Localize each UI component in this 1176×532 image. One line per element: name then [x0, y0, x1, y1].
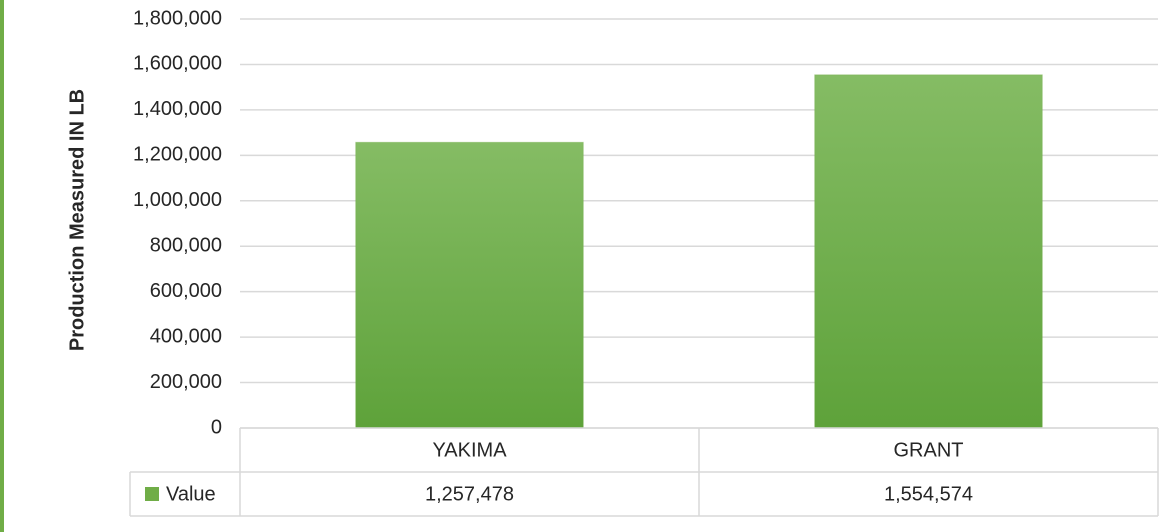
x-tick-label: GRANT [894, 439, 964, 461]
bar [814, 74, 1043, 429]
y-tick-label: 1,000,000 [133, 189, 222, 211]
x-tick-label: YAKIMA [432, 439, 507, 461]
y-tick-label: 1,400,000 [133, 98, 222, 120]
y-tick-label: 1,200,000 [133, 144, 222, 166]
legend-label: Value [166, 483, 216, 505]
y-tick-label: 1,600,000 [133, 53, 222, 75]
y-tick-label: 200,000 [150, 371, 222, 393]
y-tick-label: 1,800,000 [133, 7, 222, 29]
y-tick-label: 400,000 [150, 325, 222, 347]
y-axis-title: Production Measured IN LB [66, 89, 88, 351]
bar [355, 141, 584, 429]
data-label: 1,257,478 [425, 483, 514, 505]
legend-key [145, 487, 159, 501]
y-tick-label: 600,000 [150, 280, 222, 302]
frame-border [0, 0, 4, 532]
y-tick-label: 800,000 [150, 235, 222, 257]
y-tick-label: 0 [211, 416, 222, 438]
data-label: 1,554,574 [884, 483, 973, 505]
